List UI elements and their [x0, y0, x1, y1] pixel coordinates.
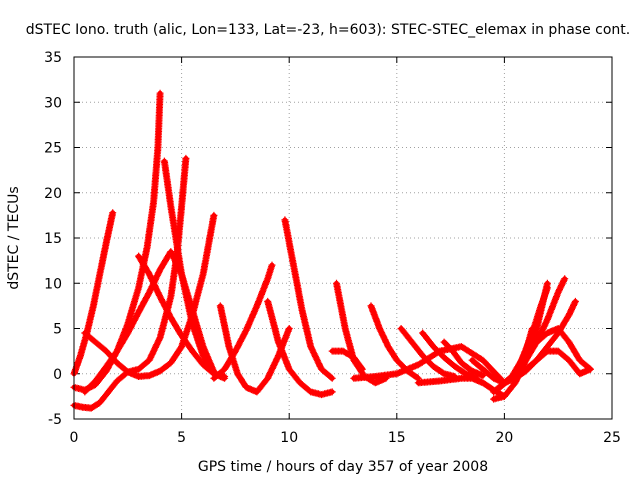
series-arc-j: [264, 297, 336, 399]
series-arc-h: [210, 261, 276, 382]
x-tick-label: 10: [280, 430, 298, 446]
series-markers: [419, 329, 480, 382]
series-arc-p: [397, 325, 459, 380]
x-tick-label: 25: [603, 430, 621, 446]
series-markers: [210, 261, 276, 382]
series-arc-i: [216, 302, 293, 396]
y-tick-label: 5: [53, 322, 62, 338]
series-markers: [264, 297, 336, 399]
series-markers: [367, 302, 422, 382]
series-arc-m: [328, 347, 366, 373]
series-markers: [533, 325, 594, 373]
series-arc-q: [419, 329, 480, 382]
y-tick-label: 25: [44, 141, 62, 157]
series-arc-g: [160, 157, 229, 380]
series-markers: [522, 347, 594, 378]
x-tick-label: 15: [388, 430, 406, 446]
series-layer: [70, 89, 594, 412]
series-arc-r: [440, 338, 487, 380]
y-axis-label: dSTEC / TECUs: [6, 186, 22, 289]
x-tick-label: 20: [495, 430, 513, 446]
series-markers: [160, 157, 229, 380]
plot-frame: [73, 56, 613, 420]
series-arc-k: [281, 216, 336, 382]
y-tick-label: 0: [53, 367, 62, 383]
x-tick-label: 0: [70, 430, 79, 446]
series-markers: [328, 347, 366, 373]
series-markers: [440, 338, 487, 380]
series-markers: [281, 216, 336, 382]
y-tick-label: -5: [48, 412, 62, 428]
y-tick-label: 15: [44, 231, 62, 247]
x-tick-label: 5: [177, 430, 186, 446]
y-tick-label: 10: [44, 276, 62, 292]
y-tick-label: 35: [44, 50, 62, 66]
series-markers: [81, 211, 218, 380]
y-tick-label: 30: [44, 95, 62, 111]
series-markers: [397, 325, 459, 380]
chart-title: dSTEC Iono. truth (alic, Lon=133, Lat=-2…: [26, 22, 630, 38]
tick-label-layer: 0 5 10 15 20 25 -5 0 5 10 15 20 25 30 35: [44, 50, 621, 446]
series-arc-z: [522, 347, 594, 378]
series-arc-n: [367, 302, 422, 382]
series-arc-a: [70, 209, 117, 378]
x-axis-label: GPS time / hours of day 357 of year 2008: [198, 459, 488, 475]
series-arc-y: [533, 325, 594, 373]
y-tick-label: 20: [44, 186, 62, 202]
